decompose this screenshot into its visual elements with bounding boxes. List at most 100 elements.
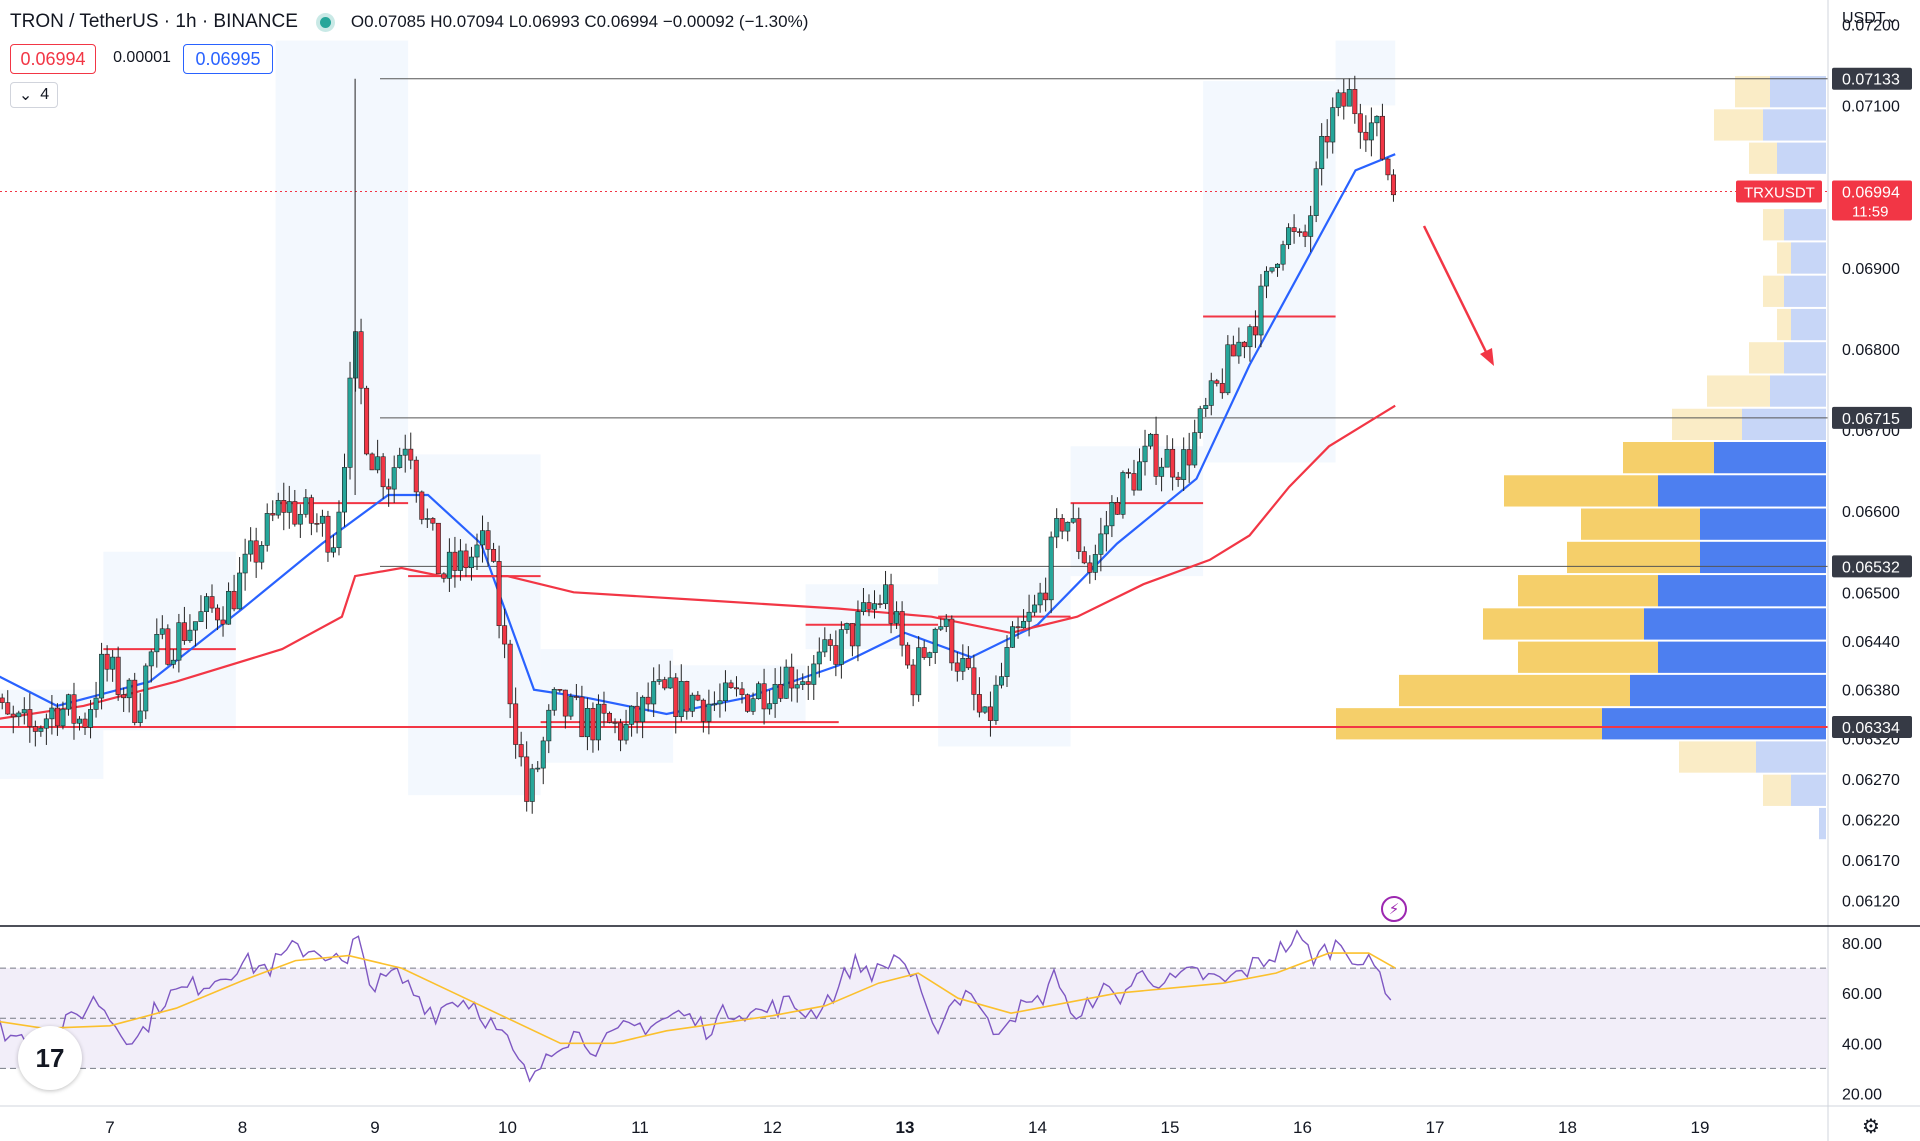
candle-down [215,607,221,621]
volume-bar-down [1742,408,1826,440]
candle-up [187,629,193,641]
candle-down [308,497,314,524]
volume-bar-down [1777,142,1826,174]
time-tick-label: 7 [105,1118,114,1137]
candle-up [336,511,342,549]
candle-down [71,694,77,724]
candle-up [927,652,933,658]
candle-down [1230,344,1236,357]
lightning-icon[interactable]: ⚡ [1381,896,1407,922]
candle-down [369,453,375,471]
currency-selector[interactable]: USDT⌄ [1842,8,1899,28]
candle-up [1098,533,1104,555]
candle-up [474,544,480,558]
volume-bar-down [1791,774,1826,806]
candle-up [678,681,684,717]
candle-down [910,664,916,696]
buy-price-button[interactable]: 0.06995 [183,44,273,74]
candle-down [502,625,508,645]
candle-up [1004,647,1010,677]
candle-down [987,706,993,721]
session-box [673,665,806,723]
candle-down [1125,472,1131,474]
key-level-tag [1832,716,1912,739]
time-tick-label: 13 [896,1118,915,1137]
candle-up [750,698,756,712]
candle-down [695,694,701,701]
volume-bar-down [1700,541,1826,574]
candle-up [623,724,629,741]
symbol-title[interactable]: TRON / TetherUS · 1h · BINANCE [10,11,298,32]
candle-down [899,611,905,646]
sell-price-button[interactable]: 0.06994 [10,44,96,74]
chevron-down-icon: ⌄ [18,87,33,104]
candle-up [982,706,988,713]
candle-down [954,662,960,672]
candle-down [606,712,612,723]
candle-up [170,659,176,665]
candle-down [380,456,386,488]
candle-up [822,639,828,653]
candle-down [132,679,138,723]
market-status-dot [319,16,331,28]
candle-down [1059,518,1065,532]
tradingview-logo[interactable]: 17 [18,1026,82,1090]
candle-up [391,467,397,490]
candle-up [783,666,789,699]
ema-fast-line [0,153,1396,716]
candle-down [805,681,811,685]
candle-up [77,718,83,724]
candle-down [612,722,618,724]
candle-down [1352,89,1358,115]
candle-up [330,547,336,553]
candle-up [595,703,601,741]
volume-bar-down [1770,76,1826,108]
candle-down [1385,158,1391,176]
candle-up [176,622,182,661]
candle-up [1225,344,1231,394]
candle-down [408,448,414,461]
candle-up [932,628,938,653]
candle-up [568,696,574,717]
candle-down [745,694,751,712]
rsi-tick-label: 40.00 [1842,1036,1882,1053]
price-tick-label: 0.06270 [1842,772,1900,789]
candle-up [717,700,723,705]
candle-up [1065,521,1071,532]
candle-down [965,658,971,669]
candle-up [860,602,866,612]
candle-up [192,621,198,631]
forecast-arrow-head [1480,348,1494,366]
candle-up [1010,626,1016,648]
time-tick-label: 17 [1426,1118,1445,1137]
volume-bar-down [1658,641,1826,673]
volume-bar-down [1658,575,1826,607]
volume-bar-up [1581,508,1700,540]
time-tick-label: 15 [1161,1118,1180,1137]
candle-up [535,767,541,770]
key-level-tag-label: 0.06715 [1842,411,1900,428]
candle-up [319,515,325,524]
candle-up [264,513,270,546]
candle-up [1054,518,1060,538]
candle-up [1258,285,1264,336]
indicators-toggle[interactable]: ⌄ 4 [10,82,58,108]
volume-bar-up [1504,475,1658,507]
candle-down [181,622,187,641]
candle-down [971,667,977,695]
candle-up [1308,215,1314,237]
candle-down [557,688,563,691]
price-tick-label: 0.06440 [1842,634,1900,651]
candle-up [1032,604,1038,613]
gear-icon[interactable]: ⚙ [1862,1116,1880,1138]
candle-down [1170,448,1176,478]
price-tick-label: 0.06220 [1842,813,1900,830]
candle-up [1203,405,1209,409]
candle-down [700,699,706,722]
key-level-tag-label: 0.07133 [1842,72,1900,89]
price-tick-label: 0.06500 [1842,585,1900,602]
candle-up [480,530,486,546]
candle-up [1275,263,1281,268]
time-tick-label: 12 [763,1118,782,1137]
